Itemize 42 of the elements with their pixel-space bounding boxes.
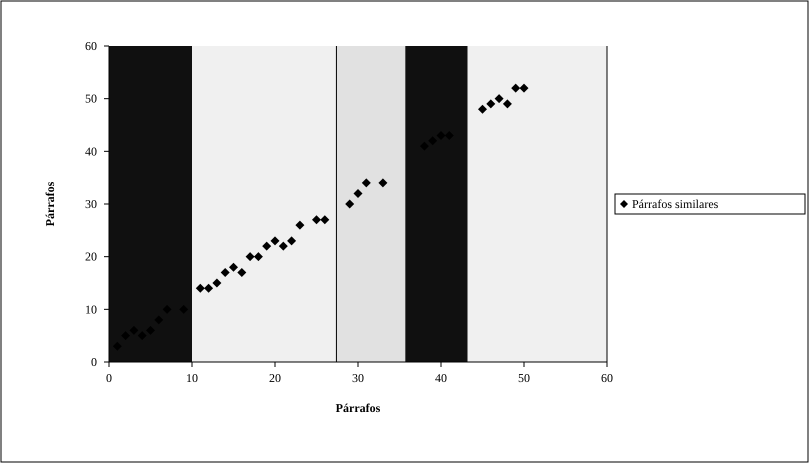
point bbox=[378, 178, 388, 188]
point bbox=[295, 220, 304, 230]
y-tick-label: 10 bbox=[85, 302, 97, 316]
point bbox=[220, 268, 230, 277]
point bbox=[345, 200, 354, 208]
point bbox=[237, 268, 246, 277]
y-tick-label: 20 bbox=[85, 250, 97, 264]
y-axis-title: Párrafos bbox=[43, 181, 57, 226]
x-tick-label: 30 bbox=[352, 371, 364, 385]
x-tick-label: 0 bbox=[106, 371, 112, 385]
point bbox=[502, 99, 512, 108]
y-tick-label: 60 bbox=[85, 39, 97, 53]
x-axis-title: Párrafos bbox=[336, 401, 381, 415]
point bbox=[287, 236, 296, 246]
point bbox=[278, 242, 288, 251]
y-tick-label: 30 bbox=[85, 197, 97, 211]
point bbox=[196, 284, 205, 293]
x-tick-label: 20 bbox=[269, 371, 281, 385]
point bbox=[229, 262, 238, 272]
point bbox=[254, 252, 263, 262]
point bbox=[494, 94, 504, 104]
y-tick-label: 50 bbox=[85, 92, 97, 106]
point bbox=[262, 242, 272, 251]
y-tick-label: 0 bbox=[91, 355, 97, 369]
point bbox=[270, 236, 280, 246]
point bbox=[362, 178, 371, 188]
point bbox=[354, 188, 362, 198]
point bbox=[204, 284, 214, 293]
x-tick-label: 50 bbox=[518, 371, 530, 385]
y-tick-label: 40 bbox=[85, 144, 97, 158]
x-tick-label: 10 bbox=[186, 371, 198, 385]
legend-label: Párrafos similares bbox=[632, 197, 719, 211]
point bbox=[478, 104, 487, 114]
point bbox=[246, 252, 255, 262]
point bbox=[520, 84, 528, 93]
point bbox=[212, 278, 222, 288]
point bbox=[486, 99, 496, 108]
x-tick-label: 60 bbox=[601, 371, 613, 385]
x-tick-label: 40 bbox=[435, 371, 447, 385]
point bbox=[511, 84, 520, 93]
point bbox=[312, 215, 321, 224]
point bbox=[320, 215, 330, 224]
